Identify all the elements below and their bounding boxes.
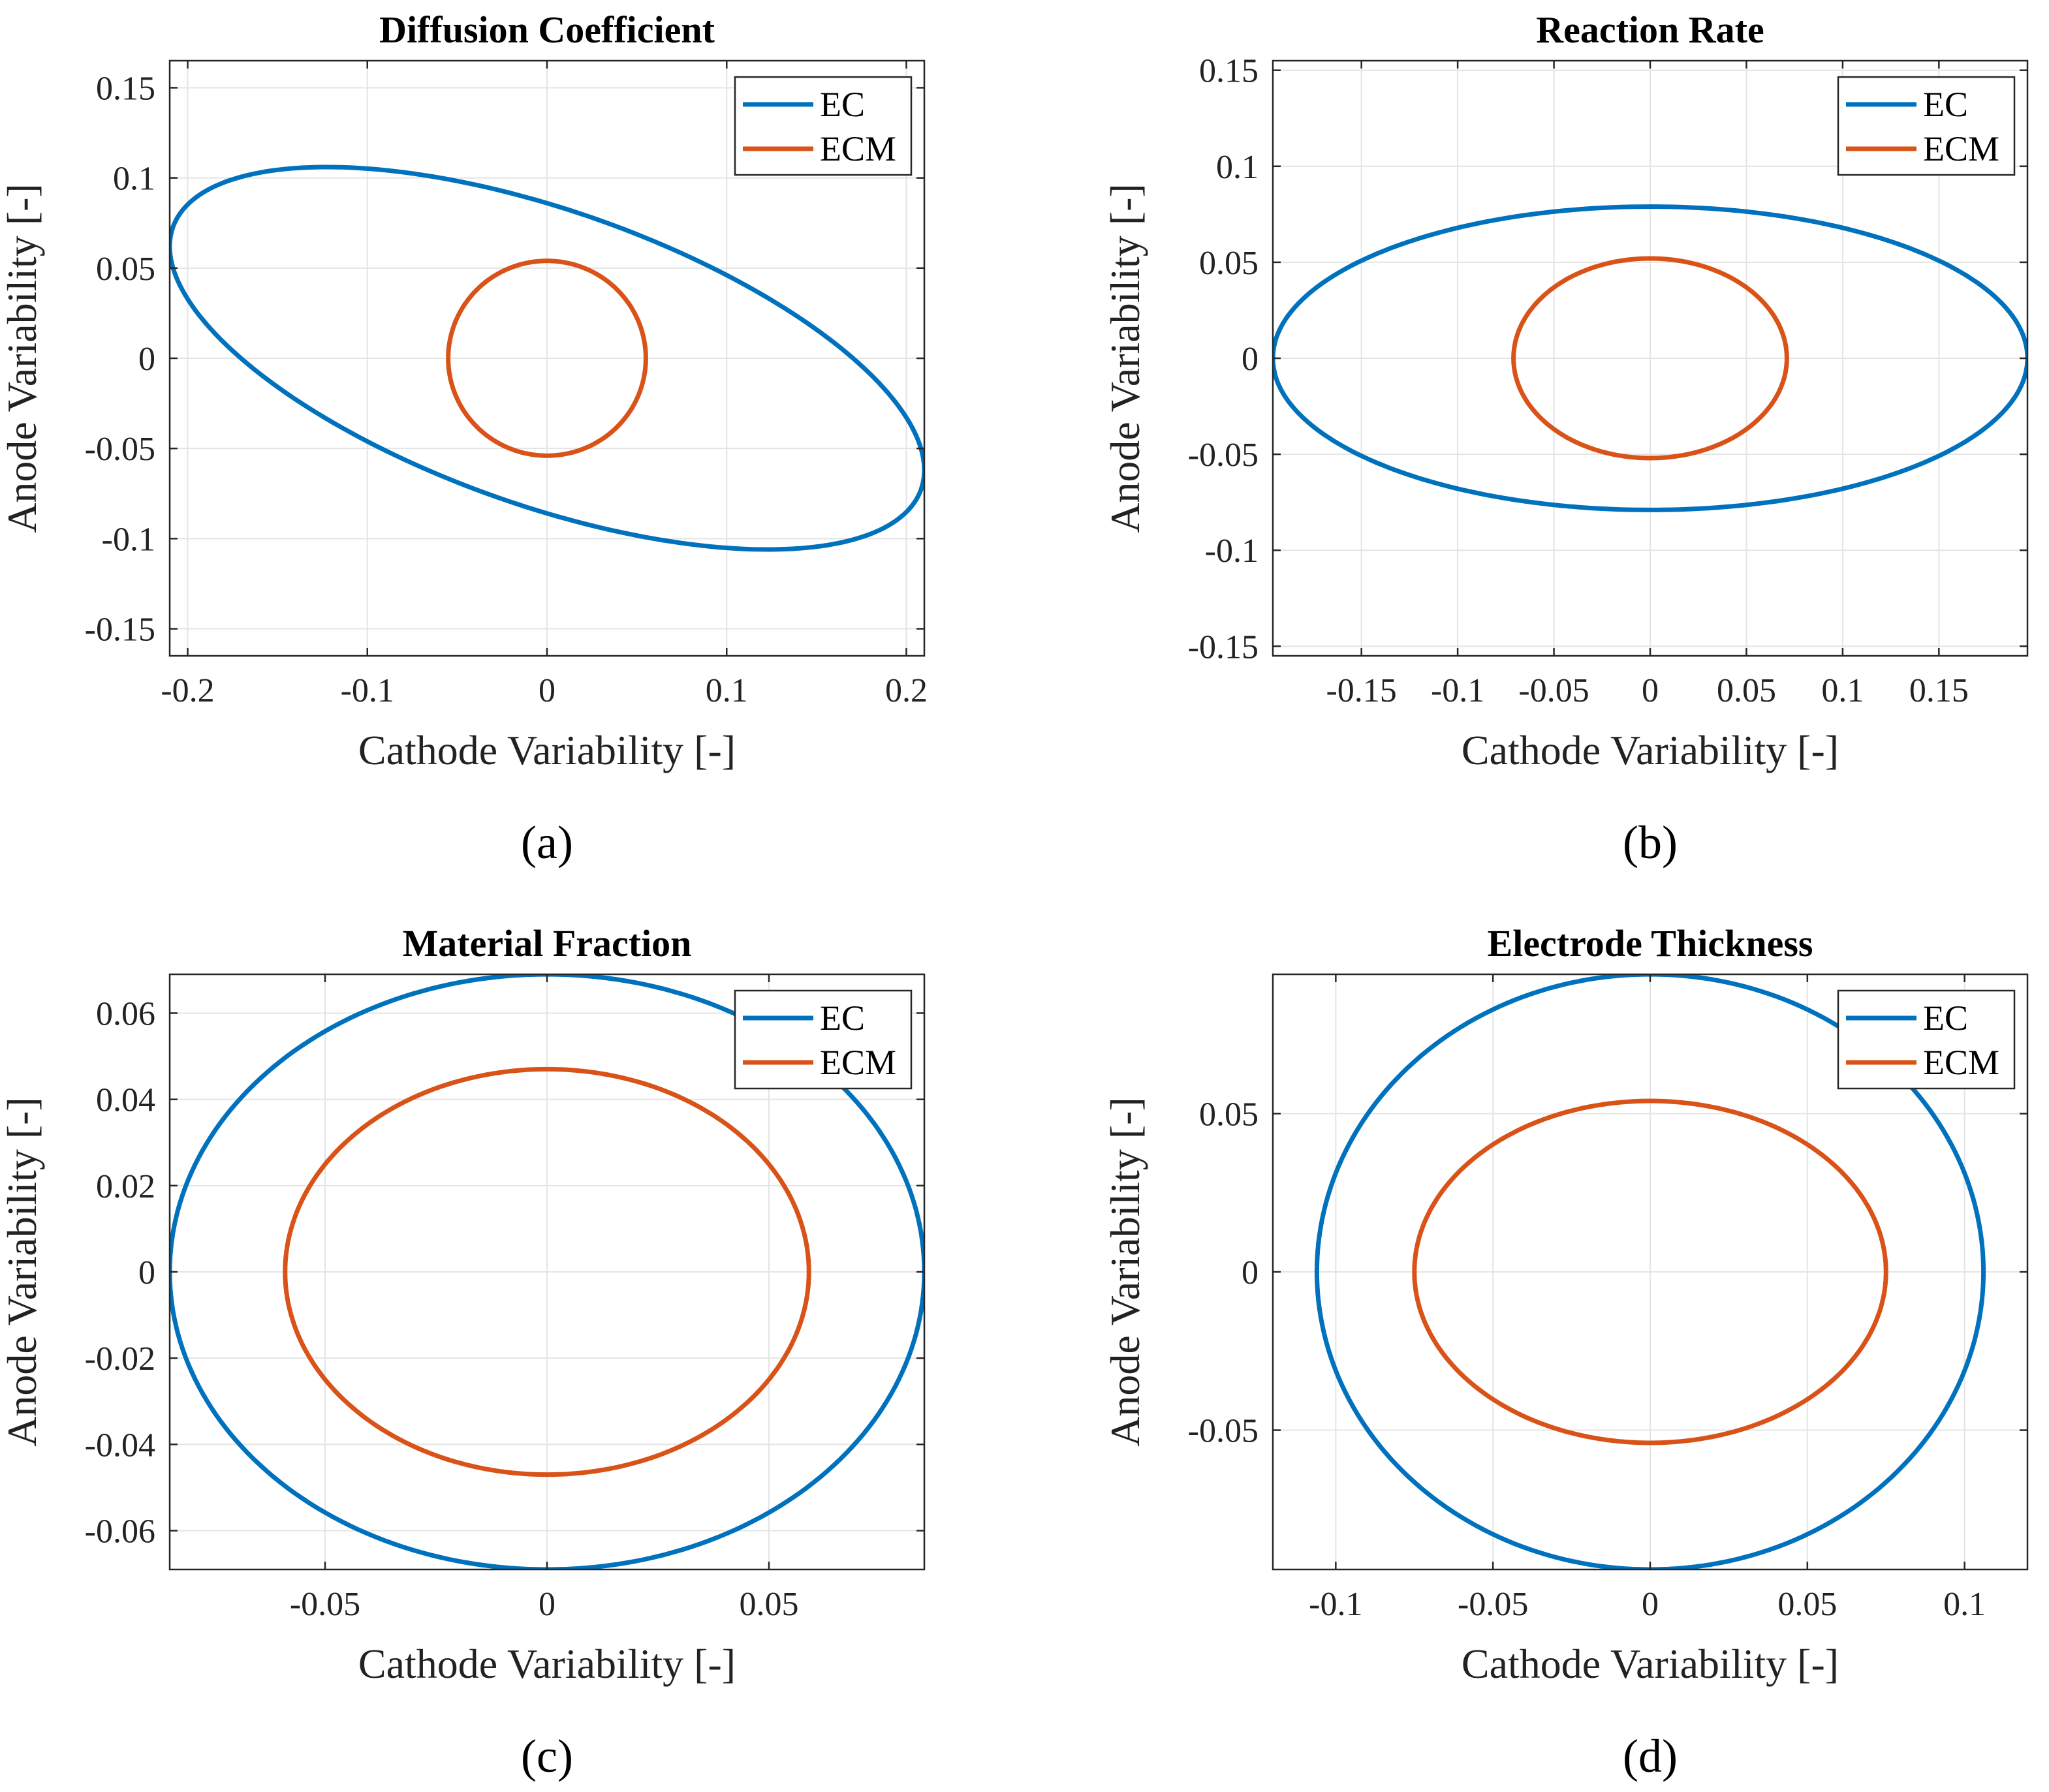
chart-title: Diffusion Coefficient: [379, 8, 715, 51]
panel-caption: (b): [1623, 816, 1678, 869]
y-tick-label: -0.1: [102, 521, 155, 558]
y-tick-label: -0.06: [85, 1513, 155, 1551]
legend-label-ec: EC: [1923, 998, 1968, 1038]
legend-label-ec: EC: [1923, 85, 1968, 124]
y-tick-label: 0.06: [96, 995, 155, 1032]
x-axis-label: Cathode Variability [-]: [1462, 1641, 1839, 1687]
x-tick-label: 0.05: [740, 1586, 799, 1623]
x-tick-label: -0.05: [290, 1586, 360, 1623]
y-tick-label: -0.05: [1188, 1413, 1259, 1450]
chart-title: Material Fraction: [403, 922, 692, 965]
y-axis-label: Anode Variability [-]: [0, 1097, 45, 1447]
x-axis-label: Cathode Variability [-]: [1462, 727, 1839, 773]
x-tick-label: -0.1: [1309, 1586, 1362, 1623]
x-tick-label: 0.2: [885, 672, 928, 709]
legend: EC ECM: [1837, 989, 2016, 1090]
series-ecm-curve: [446, 258, 648, 458]
y-tick-label: 0.05: [1199, 1096, 1259, 1133]
legend-label-ecm: ECM: [820, 129, 896, 168]
legend-box: [734, 989, 913, 1090]
series-ec-curve: [1314, 974, 1986, 1569]
y-tick-label: 0.15: [96, 70, 155, 107]
series-ecm-curve: [283, 1066, 811, 1477]
panel-caption: (c): [521, 1730, 573, 1782]
x-tick-label: 0.1: [706, 672, 748, 709]
y-tick-label: -0.15: [1188, 628, 1259, 666]
panel-caption: (d): [1623, 1730, 1678, 1782]
y-tick-label: 0.15: [1199, 53, 1259, 90]
chart-title: Reaction Rate: [1536, 8, 1764, 51]
x-tick-label: 0: [1642, 1586, 1659, 1623]
panel-caption: (a): [521, 816, 573, 869]
x-tick-label: -0.1: [1431, 672, 1484, 709]
y-tick-label: -0.05: [1188, 437, 1259, 474]
y-tick-label: 0: [138, 341, 155, 378]
chart-panel-b: -0.15 -0.1 -0.05 0 0.05 0.1 0.15 -0.15 -0.1 -0.05…: [1102, 8, 2029, 869]
legend-label-ecm: ECM: [1923, 1043, 1999, 1082]
x-axis-label: Cathode Variability [-]: [358, 1641, 736, 1687]
series-ec-curve: [1273, 204, 2027, 512]
y-tick-label: -0.02: [85, 1340, 155, 1378]
legend-box: [1837, 989, 2016, 1090]
y-tick-label: -0.05: [85, 431, 155, 468]
y-tick-label: -0.15: [85, 611, 155, 649]
y-axis-label: Anode Variability [-]: [0, 183, 45, 533]
series-ec-curve: [170, 164, 924, 552]
x-tick-label: 0.15: [1909, 672, 1969, 709]
x-tick-label: -0.05: [1458, 1586, 1528, 1623]
x-tick-label: 0.05: [1717, 672, 1776, 709]
y-axis-label: Anode Variability [-]: [1102, 1097, 1148, 1447]
chart-panel-d: -0.1 -0.05 0 0.05 0.1 -0.05 0 0.05 Electrode Thi…: [1102, 922, 2029, 1782]
x-tick-label: 0: [539, 672, 555, 709]
legend: EC ECM: [1837, 76, 2016, 176]
legend-label-ec: EC: [820, 85, 865, 124]
legend: EC ECM: [734, 989, 913, 1090]
legend: EC ECM: [734, 76, 913, 176]
y-tick-label: 0.1: [113, 161, 155, 198]
y-tick-label: 0.02: [96, 1168, 155, 1205]
x-tick-label: -0.15: [1326, 672, 1396, 709]
y-tick-label: 0: [138, 1254, 155, 1291]
y-tick-label: 0.1: [1216, 149, 1259, 186]
chart-panel-a: -0.2 -0.1 0 0.1 0.2 -0.15 -0.1 -0.05 0 0.05 0.1 0.1…: [0, 8, 928, 869]
y-tick-label: 0.05: [96, 251, 155, 288]
legend-box: [1837, 76, 2016, 176]
x-tick-label: -0.2: [161, 672, 214, 709]
x-tick-label: 0.1: [1821, 672, 1864, 709]
x-tick-label: 0: [539, 1586, 555, 1623]
x-tick-label: 0: [1642, 672, 1659, 709]
y-tick-label: -0.04: [85, 1427, 155, 1464]
x-axis-label: Cathode Variability [-]: [358, 727, 736, 773]
legend-box: [734, 76, 913, 176]
x-tick-label: 0.05: [1777, 1586, 1837, 1623]
y-tick-label: 0: [1242, 341, 1259, 378]
x-tick-label: 0.1: [1943, 1586, 1986, 1623]
legend-label-ecm: ECM: [1923, 129, 1999, 168]
y-axis-label: Anode Variability [-]: [1102, 183, 1148, 533]
y-tick-label: 0.05: [1199, 245, 1259, 282]
y-tick-label: -0.1: [1205, 533, 1259, 570]
legend-label-ecm: ECM: [820, 1043, 896, 1082]
legend-label-ec: EC: [820, 998, 865, 1038]
y-tick-label: 0: [1242, 1254, 1259, 1291]
chart-panel-c: -0.05 0 0.05 -0.06 -0.04 -0.02 0 0.02 0.04 0.06 Ma…: [0, 922, 926, 1782]
series-ecm-curve: [1412, 1098, 1888, 1445]
x-tick-label: -0.05: [1518, 672, 1589, 709]
x-tick-label: -0.1: [341, 672, 394, 709]
y-tick-label: 0.04: [96, 1082, 155, 1119]
chart-title: Electrode Thickness: [1488, 922, 1813, 965]
series-ecm-curve: [1511, 256, 1789, 461]
